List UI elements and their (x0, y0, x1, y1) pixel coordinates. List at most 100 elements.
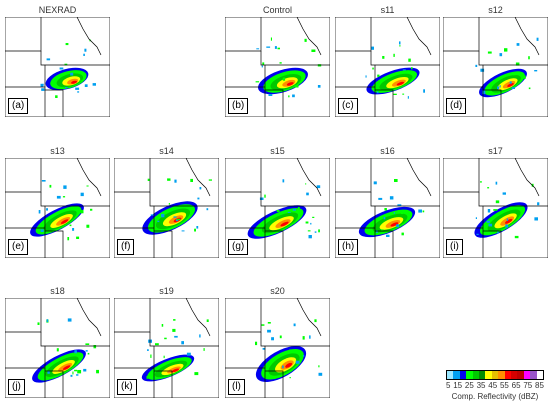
echo-speck (505, 224, 509, 228)
echo-speck (271, 337, 274, 341)
echo-speck (49, 184, 52, 188)
state-boundary (443, 158, 480, 193)
echo-speck (164, 337, 167, 340)
panel-title: s18 (50, 286, 65, 296)
state-boundary (40, 332, 110, 347)
panel-label: (d) (446, 98, 467, 114)
echo-speck (534, 217, 538, 221)
state-boundary (149, 192, 219, 207)
echo-speck (534, 70, 538, 72)
colorbar-tick: 65 (511, 381, 521, 390)
echo-speck (85, 343, 90, 345)
echo-speck (372, 67, 374, 70)
echo-speck (259, 231, 263, 234)
echo-speck (289, 377, 291, 379)
echo-speck (90, 208, 93, 211)
state-boundary (45, 89, 64, 117)
echo-speck (369, 226, 371, 228)
echo-speck (56, 348, 59, 352)
echo-speck (493, 209, 498, 211)
echo-speck (62, 196, 66, 198)
panel-s13: s13 (e) (5, 146, 110, 258)
state-boundary (483, 230, 502, 258)
echo-speck (83, 53, 85, 56)
echo-speck (56, 195, 61, 199)
echo-speck (268, 94, 273, 96)
echo-speck (266, 46, 271, 48)
echo-speck (502, 192, 506, 195)
echo-speck (514, 235, 519, 239)
echo-speck (46, 208, 48, 211)
colorbar-tick: 25 (464, 381, 474, 390)
echo-speck (38, 210, 41, 214)
echo-speck (96, 369, 99, 374)
panel-label: (h) (338, 239, 359, 255)
panel-s12: s12 (d) (443, 5, 548, 117)
echo-speck (267, 329, 271, 333)
panel-label: (i) (446, 239, 463, 255)
echo-speck (84, 48, 87, 52)
echo-speck (304, 38, 307, 42)
state-boundary (265, 89, 284, 117)
echo-speck (509, 81, 512, 84)
echo-speck (295, 360, 300, 364)
echo-speck (196, 226, 199, 229)
echo-speck (262, 348, 266, 350)
state-boundary (296, 17, 322, 56)
map-canvas (225, 158, 330, 258)
echo-speck (40, 83, 44, 87)
colorbar-swatch (491, 371, 499, 379)
echo-speck (402, 69, 406, 71)
reflectivity-map (335, 17, 440, 117)
echo-speck (208, 179, 212, 181)
echo-speck (194, 228, 196, 232)
echo-speck (311, 49, 316, 52)
echo-speck (264, 194, 266, 198)
reflectivity-map (225, 17, 330, 117)
echo-speck (292, 94, 295, 98)
echo-speck (93, 345, 97, 349)
echo-speck (55, 95, 58, 98)
echo-speck (74, 350, 77, 354)
state-boundary (76, 158, 102, 197)
panel-label: (g) (228, 239, 249, 255)
echo-speck (317, 85, 321, 88)
echo-speck (318, 229, 320, 233)
panel-title: s15 (270, 146, 285, 156)
echo-speck (255, 81, 260, 83)
echo-speck (381, 229, 384, 232)
echo-speck (495, 181, 498, 185)
echo-speck (394, 179, 398, 182)
state-boundary (149, 332, 219, 347)
echo-speck (423, 89, 425, 93)
panel-label: (f) (117, 239, 135, 255)
echo-speck (422, 210, 425, 213)
echo-speck (384, 208, 387, 211)
panel-s20: s20 (l) (225, 286, 330, 398)
echo-speck (386, 234, 390, 237)
map-canvas (5, 158, 110, 258)
echo-speck (402, 93, 405, 95)
echo-speck (314, 231, 317, 233)
map-canvas (335, 17, 440, 117)
echo-speck (190, 178, 193, 182)
echo-speck (150, 214, 155, 216)
map-canvas (114, 158, 219, 258)
echo-speck (318, 365, 320, 368)
state-boundary (45, 370, 64, 398)
echo-speck (480, 68, 485, 72)
echo-speck (147, 178, 150, 181)
panel-s19: s19 (k) (114, 286, 219, 398)
echo-speck (309, 335, 311, 339)
echo-speck (67, 237, 70, 241)
colorbar-swatch (472, 371, 480, 379)
state-boundary (406, 158, 432, 197)
echo-speck (77, 91, 80, 93)
state-boundary (260, 332, 330, 347)
echo-speck (256, 48, 260, 50)
state-boundary (370, 51, 440, 66)
echo-speck (396, 224, 400, 228)
panel-s17: s17 (i) (443, 146, 548, 258)
reflectivity-cell (285, 362, 293, 368)
echo-speck (389, 196, 394, 200)
